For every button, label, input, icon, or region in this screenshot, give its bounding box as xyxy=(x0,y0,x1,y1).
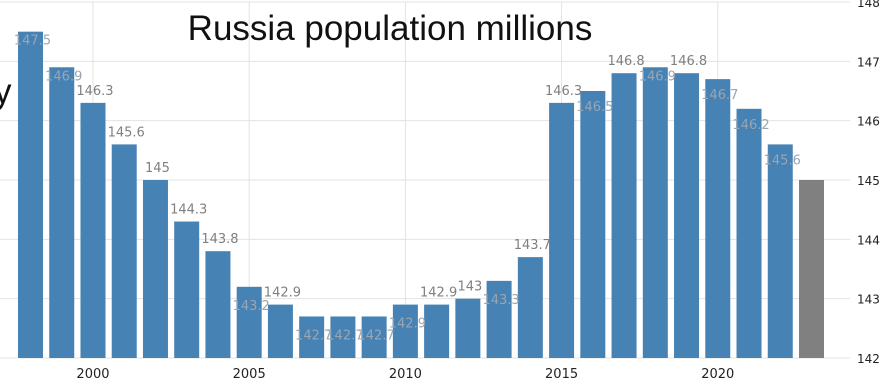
x-tick-label: 2015 xyxy=(545,367,578,382)
y-axis-ticks: 148 147 146 145 144 143 142 xyxy=(857,0,880,366)
bar xyxy=(642,67,668,359)
data-label: 143.2 xyxy=(233,299,270,314)
bar xyxy=(705,79,731,358)
data-label: 145.6 xyxy=(108,125,145,140)
y-tick-label: 146 xyxy=(857,115,880,129)
chart-title: Russia population millions xyxy=(188,9,593,48)
gridlines xyxy=(0,1,850,359)
data-label: 143.8 xyxy=(201,232,238,247)
bar xyxy=(517,257,543,358)
data-label: 142.9 xyxy=(264,286,301,301)
bar xyxy=(236,286,262,358)
bar xyxy=(174,221,200,358)
y-tick-label: 142 xyxy=(857,352,880,366)
bar xyxy=(486,280,512,358)
bar xyxy=(49,67,75,359)
bar xyxy=(142,180,168,358)
data-label: 146.2 xyxy=(732,118,769,133)
data-label: 147.5 xyxy=(14,34,51,49)
data-label: 142.7 xyxy=(358,328,395,343)
y-tick-label: 148 xyxy=(857,0,880,10)
data-label: 144.3 xyxy=(170,203,207,218)
bar xyxy=(580,91,606,358)
bar xyxy=(424,304,450,358)
y-tick-label: 147 xyxy=(857,55,880,69)
bar xyxy=(767,144,793,358)
x-tick-label: 2020 xyxy=(701,367,734,382)
y-tick-label: 145 xyxy=(857,174,880,188)
bar xyxy=(611,73,637,358)
bar xyxy=(361,316,387,358)
data-label: 146.7 xyxy=(701,88,738,103)
bar xyxy=(736,108,762,358)
bar xyxy=(549,102,575,358)
data-label: 143 xyxy=(457,280,482,295)
bar xyxy=(80,102,106,358)
bars xyxy=(18,31,824,359)
bar xyxy=(205,251,231,358)
forecast-bar xyxy=(799,180,824,358)
data-label: 146.8 xyxy=(670,54,707,69)
bar xyxy=(299,316,325,358)
bar xyxy=(330,316,356,358)
x-tick-label: 2000 xyxy=(76,367,109,382)
data-label: 146.5 xyxy=(576,100,613,115)
y-tick-label: 143 xyxy=(857,293,880,307)
y-tick-label: 144 xyxy=(857,233,880,247)
data-label: 146.9 xyxy=(45,69,82,84)
data-label: 142.9 xyxy=(389,317,426,332)
bar xyxy=(18,31,43,359)
title-fragment: y xyxy=(0,72,12,111)
bar xyxy=(674,73,700,358)
data-label: 143.3 xyxy=(482,293,519,308)
data-label: 146.3 xyxy=(76,84,113,99)
bar xyxy=(392,304,418,358)
x-tick-label: 2010 xyxy=(389,367,422,382)
data-label: 146.3 xyxy=(545,84,582,99)
data-labels: 147.5146.9146.3145.6145144.3143.8143.214… xyxy=(14,34,801,344)
x-axis-ticks: 2000 2005 2010 2015 2020 xyxy=(76,367,734,382)
data-label: 145.6 xyxy=(764,153,801,168)
data-label: 142.7 xyxy=(295,328,332,343)
bar xyxy=(267,304,293,358)
bar xyxy=(111,144,137,358)
data-label: 145 xyxy=(145,161,170,176)
data-label: 146.8 xyxy=(607,54,644,69)
x-tick-label: 2005 xyxy=(233,367,266,382)
data-label: 143.7 xyxy=(514,238,551,253)
data-label: 142.9 xyxy=(420,286,457,301)
data-label: 146.9 xyxy=(639,69,676,84)
data-label: 142.7 xyxy=(326,328,363,343)
bar xyxy=(455,298,481,358)
